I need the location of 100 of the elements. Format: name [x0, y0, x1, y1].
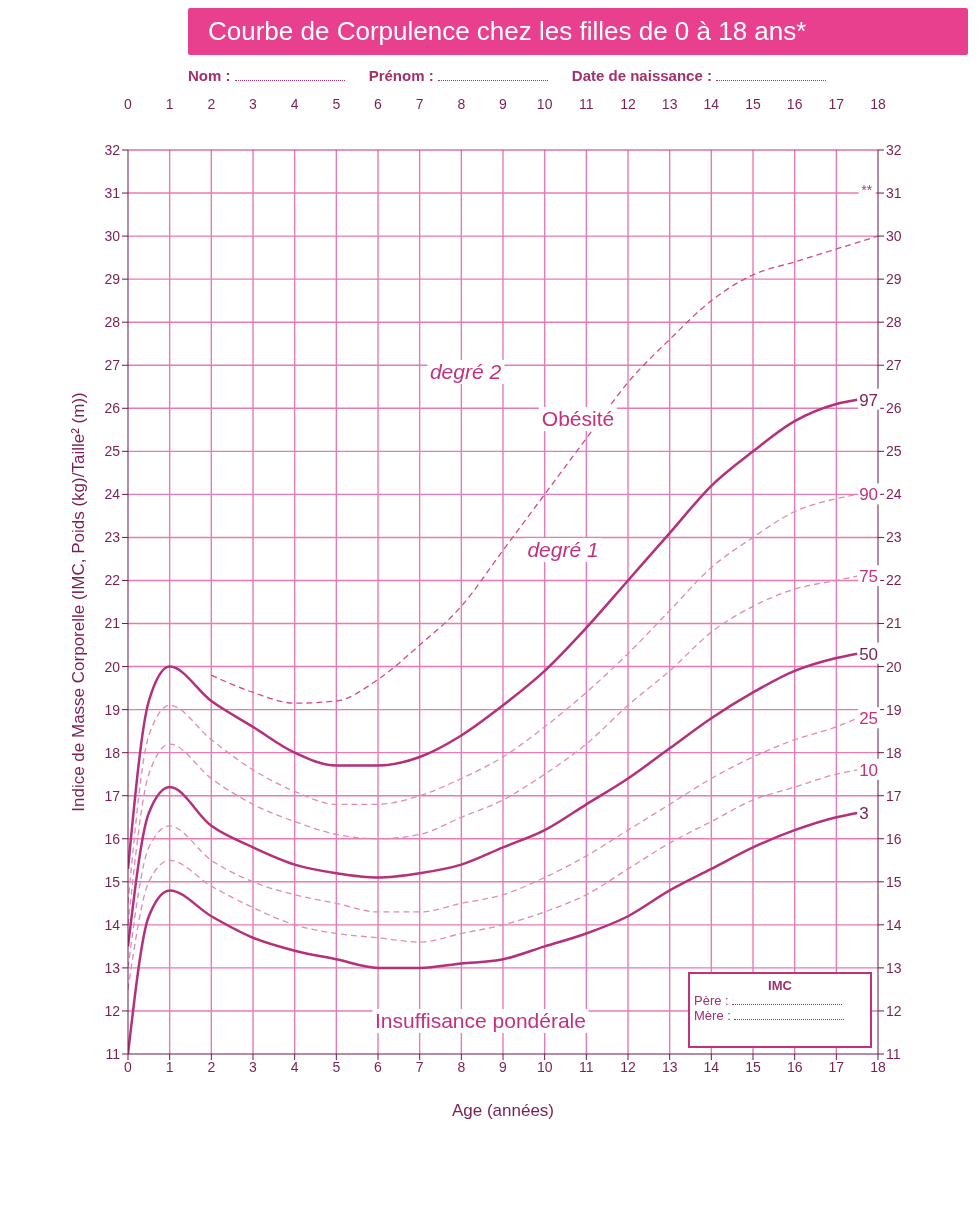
x2-tick-label: 11	[578, 96, 595, 112]
y-tick-label: 30	[104, 228, 121, 245]
x2-tick-label: 8	[456, 96, 467, 112]
series-label: 75	[859, 567, 879, 587]
y-tick-label: 29	[104, 271, 121, 288]
series-label: 10	[859, 760, 879, 780]
series-label: 50	[859, 644, 879, 664]
x-tick-label: 15	[745, 1058, 761, 1075]
x2-tick-label: 12	[619, 96, 637, 112]
y-tick-label: 15	[104, 873, 121, 890]
y-tick-label: 17	[104, 787, 121, 804]
x2-tick-label: 6	[373, 96, 383, 112]
y2-tick-label: 11	[886, 1045, 901, 1062]
y2-tick-label: 30	[886, 228, 902, 245]
y-tick-label: 32	[104, 141, 121, 158]
y-tick-label: 22	[104, 572, 121, 589]
x2-tick-label: 15	[744, 96, 762, 112]
x-tick-label: 9	[499, 1058, 508, 1075]
x-tick-label: 8	[457, 1058, 466, 1075]
y2-tick-label: 24	[886, 486, 902, 503]
y2-tick-label: 14	[886, 916, 902, 933]
y2-tick-label: 12	[886, 1002, 902, 1019]
x-tick-label: 14	[703, 1058, 720, 1075]
text: Prénom :	[368, 67, 435, 84]
y2-tick-label: 21	[886, 615, 902, 632]
x2-tick-label: 0	[123, 96, 133, 112]
y2-tick-label: 13	[886, 959, 902, 976]
x2-tick-label: 5	[331, 96, 342, 112]
y-tick-label: 28	[104, 314, 121, 331]
y-tick-label: 12	[104, 1002, 121, 1019]
x2-tick-label: 3	[248, 96, 258, 112]
x-tick-label: 2	[207, 1058, 216, 1075]
y2-tick-label: 15	[886, 873, 902, 890]
x-tick-label: 16	[786, 1058, 803, 1075]
y2-tick-label: 29	[886, 271, 902, 288]
x-tick-label: 0	[124, 1058, 133, 1075]
y2-tick-label: 19	[886, 701, 902, 718]
x-tick-label: 5	[332, 1058, 341, 1075]
chart-title: Courbe de Corpulence chez les filles de 0 à 18 ans*	[188, 8, 968, 55]
x-tick-label: 10	[536, 1058, 553, 1075]
annotation: degré 2	[426, 360, 505, 385]
x2-tick-label: 16	[785, 96, 804, 112]
y-tick-label: 18	[104, 744, 121, 761]
form-box: IMC Père : Mère :	[688, 972, 872, 1048]
x-tick-label: 4	[290, 1058, 299, 1075]
x2-tick-label: 17	[827, 96, 846, 112]
x2-tick-label: 1	[164, 96, 175, 112]
x-tick-label: 11	[579, 1058, 594, 1075]
y-tick-label: 11	[105, 1045, 121, 1062]
y-tick-label: 23	[104, 529, 121, 546]
series-label: 90	[859, 485, 879, 505]
text: Date de naissance :	[571, 67, 713, 84]
x-tick-label: 7	[415, 1058, 424, 1075]
y-tick-label: 25	[104, 443, 121, 460]
y-tick-label: 31	[104, 185, 121, 202]
x2-tick-label: 4	[289, 96, 300, 112]
y-tick-label: 13	[104, 959, 121, 976]
x2-tick-label: 10	[535, 96, 554, 112]
x2-tick-label: 13	[660, 96, 679, 112]
series-label: 97	[859, 390, 879, 410]
x2-tick-label: 14	[702, 96, 721, 112]
x2-tick-label: 18	[869, 96, 887, 112]
x2-tick-label: 7	[414, 96, 425, 112]
series-label: 25	[859, 709, 879, 729]
y2-tick-label: 23	[886, 529, 902, 546]
x-tick-label: 12	[620, 1058, 636, 1075]
series-label: 3	[859, 803, 869, 823]
y2-tick-label: 26	[886, 400, 902, 417]
annotation: degré 1	[524, 537, 602, 562]
y-tick-label: 19	[104, 701, 121, 718]
x-tick-label: 6	[374, 1058, 383, 1075]
y2-tick-label: 20	[886, 658, 902, 675]
y2-tick-label: 17	[886, 787, 902, 804]
y-axis-title: Indice de Masse Corporelle (IMC, Poids (kg)/Taille² (m))	[69, 392, 89, 812]
y-tick-label: 14	[104, 916, 121, 933]
y2-tick-label: 16	[886, 830, 902, 847]
y2-tick-label: 28	[886, 314, 902, 331]
y-tick-label: 21	[104, 615, 121, 632]
annotation: **	[858, 182, 876, 199]
y2-tick-label: 32	[886, 141, 902, 158]
y2-tick-label: 18	[886, 744, 902, 761]
annotation: IMC	[767, 978, 793, 993]
x2-tick-label: 9	[498, 96, 508, 112]
x-tick-label: 17	[828, 1058, 845, 1075]
annotation: Père :	[694, 993, 730, 1008]
annotation: Insuffisance pondérale	[372, 1009, 589, 1034]
y-tick-label: 26	[104, 400, 121, 417]
y2-tick-label: 22	[886, 572, 902, 589]
x-tick-label: 18	[870, 1058, 886, 1075]
y2-tick-label: 25	[886, 443, 902, 460]
x-axis-title: Age (années)	[451, 1101, 555, 1121]
x2-tick-label: 2	[206, 96, 217, 112]
x-tick-label: 1	[165, 1058, 174, 1075]
y2-tick-label: 31	[886, 185, 902, 202]
y-tick-label: 16	[104, 830, 121, 847]
x-tick-label: 13	[661, 1058, 678, 1075]
annotation: Obésité	[538, 406, 618, 431]
text: Nom :	[188, 67, 232, 84]
x-tick-label: 3	[249, 1058, 258, 1075]
annotation: Mère :	[694, 1008, 732, 1023]
